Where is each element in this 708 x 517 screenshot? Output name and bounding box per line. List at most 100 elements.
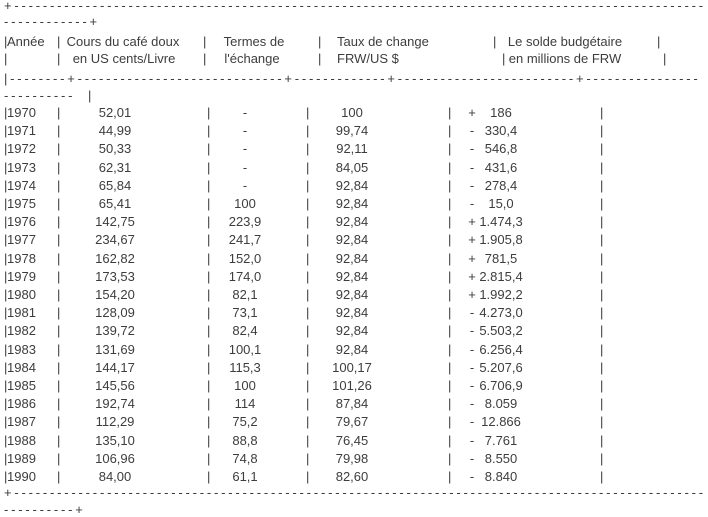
year-cell: 1975 [7,196,36,211]
table-row: | | | | | | 1972 50,33-92,11-546,8 [0,140,708,158]
column-pipe: | [600,141,604,157]
column-pipe: | [306,396,310,412]
column-pipe: | [207,177,211,193]
column-pipe: | [448,250,452,266]
coffee-price-cell: 144,17 [95,359,135,375]
table-row: | | | | | | 1974 65,84-92,84-278,4 [0,177,708,195]
border-dashes: +---------------------------------------… [4,485,706,500]
exchange-rate-cell: 92,84 [335,250,369,266]
coffee-price-cell: 173,53 [95,268,135,284]
column-pipe: | [57,51,61,66]
column-pipe: | [448,123,452,139]
column-pipe: | [448,432,452,448]
table-row: | | | | | | 1973 62,31-84,05-431,6 [0,159,708,177]
column-pipe: | [657,34,661,49]
year-cell: 1978 [7,250,36,266]
column-pipe: | [57,232,61,248]
column-pipe: | [57,159,61,175]
column-pipe: | [4,51,8,66]
budget-sign: - [469,450,475,466]
exchange-rate-cell: 84,05 [335,159,369,175]
year-cell: 1989 [7,450,36,466]
terms-of-trade-cell: - [242,159,248,175]
budget-balance-cell: 12.866 [481,414,521,430]
header-taux-unit: FRW/US $ [337,51,399,66]
exchange-rate-cell: 82,60 [335,469,369,484]
header-cours-unit: en US cents/Livre [72,51,176,66]
column-pipe: | [448,414,452,430]
budget-balance-cell: 4.273,0 [479,305,523,321]
column-pipe: | [207,450,211,466]
year-cell: 1990 [7,469,36,484]
column-pipe: | [306,123,310,139]
column-pipe: | [57,432,61,448]
coffee-price-cell: 162,82 [95,250,135,266]
column-pipe: | [207,305,211,321]
column-pipe: | [306,323,310,339]
column-pipe: | [448,305,452,321]
budget-sign: - [469,414,475,430]
column-pipe: | [600,105,604,120]
exchange-rate-cell: 87,84 [335,396,369,412]
header-taux: Taux de change [337,34,429,49]
column-pipe: | [448,177,452,193]
terms-of-trade-cell: 100 [234,196,256,211]
column-pipe: | [4,177,8,193]
terms-of-trade-cell: 88,8 [232,432,258,448]
column-pipe: | [448,341,452,357]
column-pipe: | [448,196,452,211]
table-row: | | | | | | 1975 65,41 100 92,84-15,0 [0,195,708,213]
coffee-price-cell: 154,20 [95,287,135,302]
column-pipe: | [306,305,310,321]
table-row: | | | | | | 1986 192,74 114 87,84-8.059 [0,395,708,413]
column-pipe: | [57,359,61,375]
column-pipe: | [306,232,310,248]
budget-sign: - [469,378,475,393]
column-pipe: | [4,359,8,375]
year-cell: 1981 [7,305,36,321]
exchange-rate-cell: 92,84 [335,268,369,284]
exchange-rate-cell: 76,45 [335,432,369,448]
year-cell: 1982 [7,323,36,339]
budget-balance-cell: 330,4 [484,123,518,139]
table-row: | | | | | | 1981 128,09 73,1 92,84-4.273,0 [0,304,708,322]
column-pipe: | [88,88,92,103]
coffee-price-cell: 62,31 [98,159,132,175]
column-pipe: | [600,232,604,248]
column-pipe: | [600,341,604,357]
column-pipe: | [600,359,604,375]
table-row: | | | | | | 1982 139,72 82,4 92,84-5.503,2 [0,322,708,340]
column-pipe: | [306,287,310,302]
budget-balance-cell: 278,4 [484,177,518,193]
column-pipe: | [448,378,452,393]
column-pipe: | [4,250,8,266]
terms-of-trade-cell: - [242,177,248,193]
column-pipe: | [306,450,310,466]
column-pipe: | [4,268,8,284]
column-pipe: | [448,359,452,375]
column-pipe: | [448,268,452,284]
column-pipe: | [57,450,61,466]
column-pipe: | [4,214,8,230]
column-pipe: | [4,105,8,120]
header-separator-wrap: ---------- | [0,87,708,105]
column-pipe: | [306,214,310,230]
column-pipe: | [600,177,604,193]
terms-of-trade-cell: 74,8 [232,450,258,466]
terms-of-trade-cell: 82,1 [232,287,258,302]
column-pipe: | [600,469,604,484]
terms-of-trade-cell: 82,4 [232,323,258,339]
table-row: | | | | | | 1980 154,20 82,1 92,84 +1.992,2 [0,286,708,304]
exchange-rate-cell: 92,84 [335,232,369,248]
exchange-rate-cell: 92,84 [335,214,369,230]
exchange-rate-cell: 92,84 [335,177,369,193]
column-pipe: | [57,141,61,157]
column-pipe: | [57,196,61,211]
column-pipe: | [448,450,452,466]
year-cell: 1973 [7,159,36,175]
column-pipe: | [57,287,61,302]
budget-sign: - [469,432,475,448]
column-pipe: | [306,359,310,375]
coffee-price-cell: 192,74 [95,396,135,412]
header-cours: Cours du café doux [66,34,180,49]
